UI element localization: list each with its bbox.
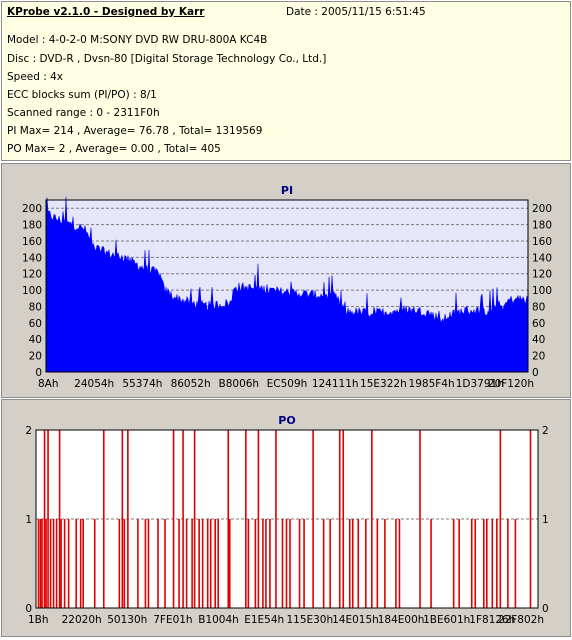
- pi-y-tick-right: 100: [532, 285, 552, 297]
- po-y-tick-left: 0: [25, 603, 32, 615]
- po-x-tick-label: 1Bh: [28, 614, 49, 626]
- pi-y-tick-right: 160: [532, 236, 552, 248]
- pi-x-tick-label: B8006h: [219, 378, 260, 390]
- pi-chart-title: PI: [281, 184, 293, 197]
- pi-x-tick-label: 1D3791h: [456, 378, 504, 390]
- pi-y-tick-right: 60: [532, 318, 545, 330]
- pi-x-tick-label: 24054h: [74, 378, 114, 390]
- pi-x-tick-label: 124111h: [312, 378, 359, 390]
- pi-y-tick-left: 120: [22, 269, 42, 281]
- pi-y-tick-right: 20: [532, 351, 545, 363]
- info-panel: KProbe v2.1.0 - Designed by Karr Date : …: [1, 1, 571, 161]
- pi-y-tick-left: 200: [22, 203, 42, 215]
- pi-x-tick-label: 20F120h: [488, 378, 534, 390]
- pi-y-tick-right: 0: [532, 367, 539, 379]
- pi-stats: PI Max= 214 , Average= 76.78 , Total= 13…: [7, 125, 263, 137]
- model-info: Model : 4-0-2-0 M:SONY DVD RW DRU-800A K…: [7, 34, 268, 46]
- pi-y-tick-left: 40: [29, 334, 42, 346]
- pi-y-tick-left: 180: [22, 220, 42, 232]
- pi-x-tick-label: 1985F4h: [409, 378, 455, 390]
- po-y-tick-right: 0: [542, 603, 549, 615]
- po-chart: PO 0 0 1 1 2 2 1Bh 22020h 50130h 7FE01h B1004h E1E54…: [25, 414, 549, 626]
- po-x-tick-label: 1BE601h: [423, 614, 470, 626]
- po-y-tick-left: 2: [25, 425, 32, 437]
- po-x-tick-label: 1F8126h: [469, 614, 515, 626]
- pi-x-tick-label: 86052h: [171, 378, 211, 390]
- pi-y-tick-left: 0: [35, 367, 42, 379]
- pi-y-tick-right: 200: [532, 203, 552, 215]
- po-x-tick-label: B1004h: [198, 614, 239, 626]
- po-y-tick-right: 2: [542, 425, 549, 437]
- po-chart-panel: PO 0 0 1 1 2 2 1Bh 22020h 50130h 7FE01h B1004h E1E54…: [1, 399, 571, 637]
- speed-info: Speed : 4x: [7, 71, 64, 83]
- pi-y-tick-left: 160: [22, 236, 42, 248]
- po-x-tick-label: 22F802h: [498, 614, 544, 626]
- pi-y-tick-left: 20: [29, 351, 42, 363]
- pi-y-tick-right: 140: [532, 252, 552, 264]
- pi-chart: PI 0 0 20 20 40 40 60 60 80 80 100 100 120 120 140 140 16…: [22, 184, 552, 390]
- pi-x-tick-label: 15E322h: [360, 378, 407, 390]
- po-x-tick-label: 14E015h: [332, 614, 379, 626]
- pi-plot-border: [45, 199, 529, 373]
- pi-y-tick-left: 140: [22, 252, 42, 264]
- app-title: KProbe v2.1.0 - Designed by Karr: [7, 6, 205, 18]
- po-y-tick-right: 1: [542, 514, 549, 526]
- pi-chart-panel: PI 0 0 20 20 40 40 60 60 80 80 100 100 120 120 140 140 16…: [1, 163, 571, 398]
- pi-y-tick-left: 80: [29, 301, 42, 313]
- po-stats: PO Max= 2 , Average= 0.00 , Total= 405: [7, 143, 221, 155]
- pi-x-tick-label: 55374h: [122, 378, 162, 390]
- pi-y-tick-right: 120: [532, 269, 552, 281]
- po-y-tick-left: 1: [25, 514, 32, 526]
- pi-y-tick-left: 100: [22, 285, 42, 297]
- ecc-info: ECC blocks sum (PI/PO) : 8/1: [7, 89, 157, 101]
- scan-date: Date : 2005/11/15 6:51:45: [286, 6, 426, 18]
- po-x-tick-label: 50130h: [107, 614, 147, 626]
- po-chart-title: PO: [278, 414, 295, 427]
- po-x-tick-label: 7FE01h: [153, 614, 192, 626]
- pi-x-tick-label: EC509h: [267, 378, 308, 390]
- scanned-range: Scanned range : 0 - 2311F0h: [7, 107, 160, 119]
- pi-area-series: [45, 196, 529, 373]
- pi-y-tick-right: 180: [532, 220, 552, 232]
- po-x-tick-label: 184E00h: [378, 614, 425, 626]
- pi-x-tick-label: 8Ah: [38, 378, 59, 390]
- po-x-tick-label: E1E54h: [244, 614, 284, 626]
- po-x-tick-label: 115E30h: [286, 614, 333, 626]
- pi-y-tick-right: 80: [532, 301, 545, 313]
- pi-y-tick-right: 40: [532, 334, 545, 346]
- po-plot-border: [35, 429, 539, 609]
- po-x-tick-label: 22020h: [62, 614, 102, 626]
- disc-info: Disc : DVD-R , Dvsn-80 [Digital Storage …: [7, 53, 327, 65]
- pi-y-tick-left: 60: [29, 318, 42, 330]
